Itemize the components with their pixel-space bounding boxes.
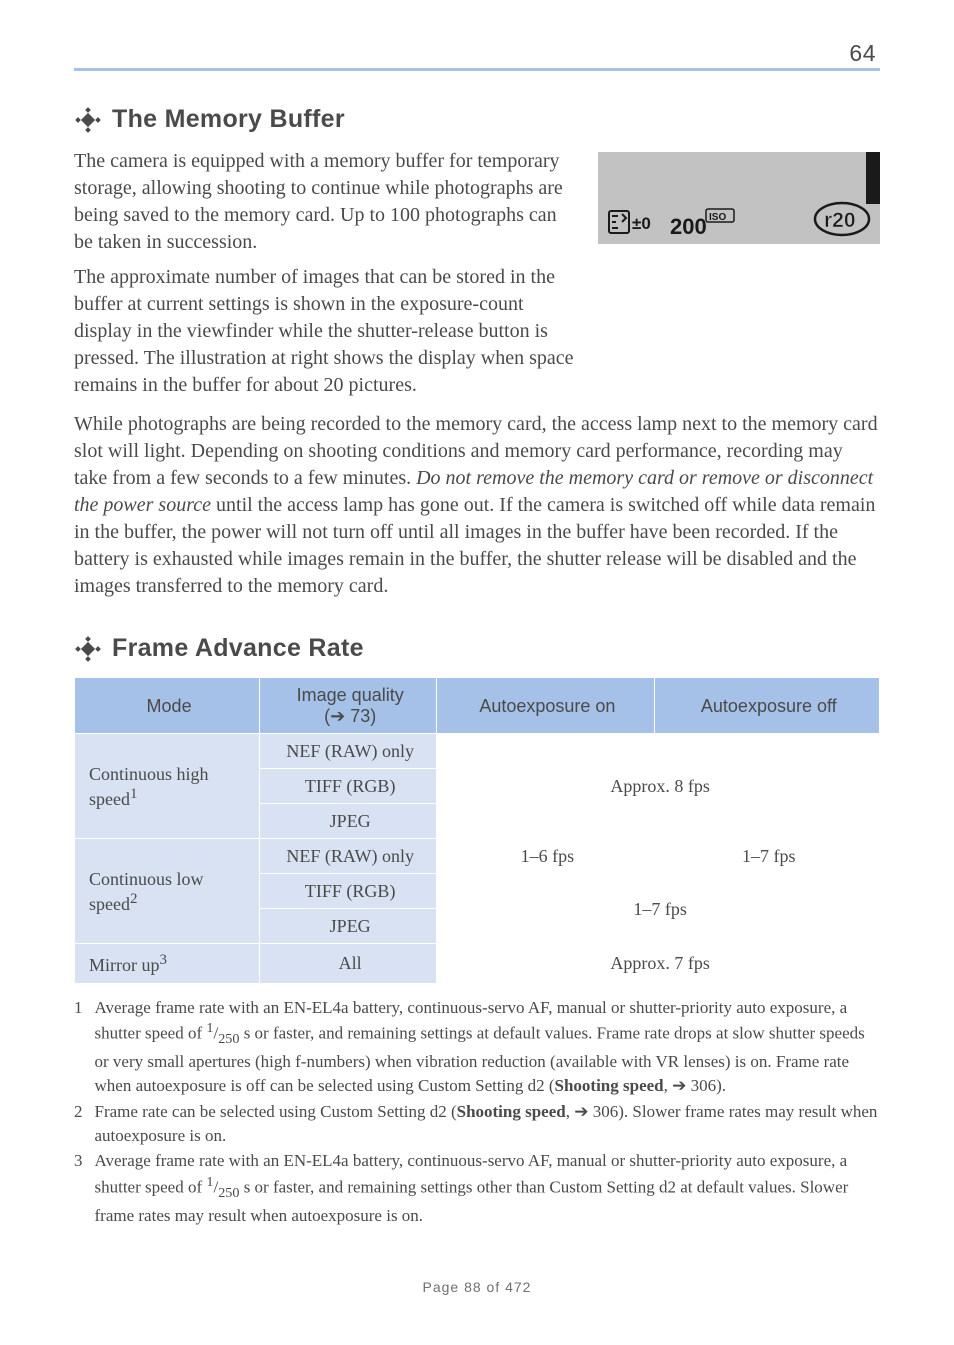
top-rule	[74, 68, 880, 71]
cell-mode: Continuous lowspeed2	[75, 839, 260, 944]
table-header-row: Mode Image quality (➔ 73) Autoexposure o…	[75, 678, 880, 734]
svg-text:r20: r20	[824, 209, 856, 232]
page-root: 64 The Memory Buffer The camera	[0, 0, 954, 1345]
svg-text:±0: ±0	[632, 214, 651, 233]
page-number: 64	[849, 40, 876, 67]
col-ae-off: Autoexposure off	[654, 678, 879, 734]
cell-mode: Continuous highspeed1	[75, 734, 260, 839]
footnote: 2 Frame rate can be selected using Custo…	[74, 1100, 880, 1148]
footnote-text: Average frame rate with an EN-EL4a batte…	[95, 1149, 881, 1227]
frame-rate-table: Mode Image quality (➔ 73) Autoexposure o…	[74, 677, 880, 984]
col-ae-on: Autoexposure on	[437, 678, 654, 734]
cell-value: 1–6 fps	[437, 839, 654, 874]
buffer-count-circled: r20	[810, 201, 874, 242]
memory-buffer-block: The camera is equipped with a memory buf…	[74, 148, 880, 399]
footnote-num: 2	[74, 1100, 83, 1148]
footnotes: 1 Average frame rate with an EN-EL4a bat…	[74, 996, 880, 1228]
viewfinder-illustration: ±0 200 ISO r20	[598, 152, 880, 244]
col-image-quality: Image quality (➔ 73)	[260, 678, 437, 734]
cell-iq: JPEG	[260, 804, 437, 839]
cell-value: Approx. 7 fps	[437, 944, 880, 984]
table-row: Continuous highspeed1 NEF (RAW) only App…	[75, 734, 880, 769]
footnote-text: Average frame rate with an EN-EL4a batte…	[95, 996, 881, 1098]
footnote: 1 Average frame rate with an EN-EL4a bat…	[74, 996, 880, 1098]
footnote-num: 3	[74, 1149, 83, 1227]
cell-iq: JPEG	[260, 909, 437, 944]
page-footer: Page 88 of 472	[0, 1279, 954, 1295]
svg-text:ISO: ISO	[709, 212, 726, 223]
content: The Memory Buffer The camera is equipped…	[74, 44, 880, 1228]
cell-iq: TIFF (RGB)	[260, 874, 437, 909]
ev-icon: ±0	[608, 208, 660, 236]
cell-mode: Mirror up3	[75, 944, 260, 984]
footnote-text: Frame rate can be selected using Custom …	[95, 1100, 881, 1148]
table-row: Mirror up3 All Approx. 7 fps	[75, 944, 880, 984]
footnote-num: 1	[74, 996, 83, 1098]
iso-readout: 200 ISO	[668, 207, 738, 237]
section-title: The Memory Buffer	[112, 105, 345, 134]
footnote: 3 Average frame rate with an EN-EL4a bat…	[74, 1149, 880, 1227]
paragraph: While photographs are being recorded to …	[74, 411, 880, 600]
cell-iq: NEF (RAW) only	[260, 734, 437, 769]
cell-iq: All	[260, 944, 437, 984]
cell-value: Approx. 8 fps	[437, 734, 880, 839]
section-heading-memory-buffer: The Memory Buffer	[74, 105, 880, 134]
paragraph: The camera is equipped with a memory buf…	[74, 148, 578, 256]
diamond-bullet-icon	[74, 106, 102, 134]
section-title: Frame Advance Rate	[112, 634, 364, 663]
cell-value: 1–7 fps	[654, 839, 879, 874]
paragraph: The approximate number of images that ca…	[74, 264, 578, 399]
diamond-bullet-icon	[74, 635, 102, 663]
section-heading-frame-rate: Frame Advance Rate	[74, 634, 880, 663]
col-mode: Mode	[75, 678, 260, 734]
cell-iq: TIFF (RGB)	[260, 769, 437, 804]
cell-iq: NEF (RAW) only	[260, 839, 437, 874]
cell-value: 1–7 fps	[437, 874, 880, 944]
table-row: Continuous lowspeed2 NEF (RAW) only 1–6 …	[75, 839, 880, 874]
svg-text:200: 200	[670, 214, 707, 237]
